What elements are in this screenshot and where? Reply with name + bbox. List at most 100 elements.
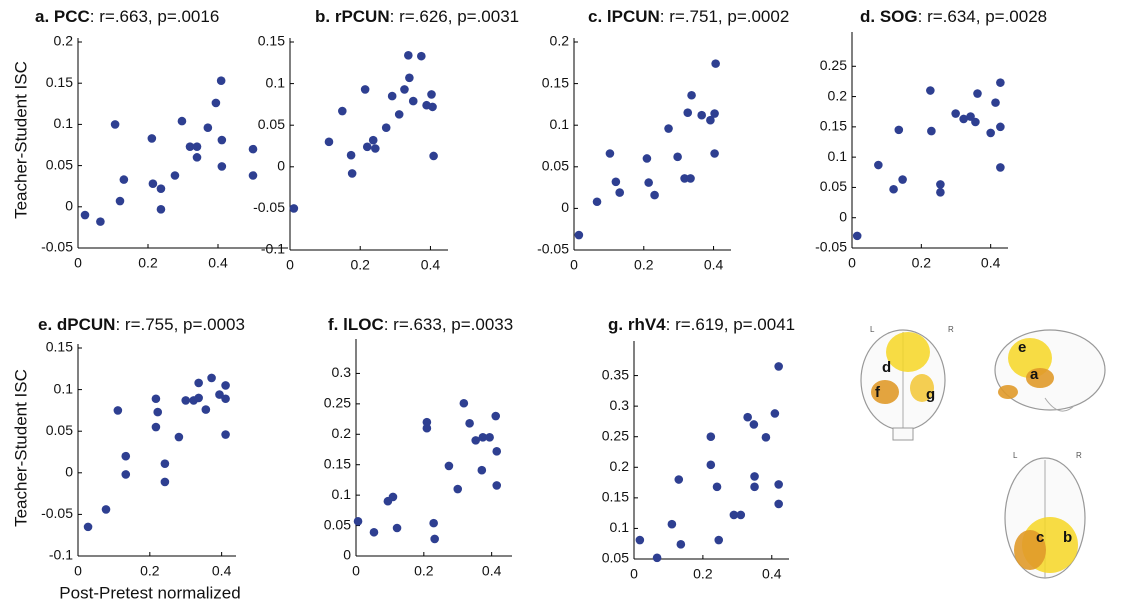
data-point (465, 419, 474, 428)
y-tick-label: 0.15 (820, 118, 847, 134)
y-tick-label: 0.05 (542, 158, 569, 174)
data-point (667, 519, 677, 529)
data-point (642, 154, 652, 163)
y-tick-label: 0.25 (602, 427, 629, 443)
panel-title-label: f. lLOC (328, 315, 384, 334)
panel-title-stats: : r=.619, p=.0041 (666, 315, 796, 334)
data-point (429, 518, 438, 528)
data-point (346, 150, 356, 160)
panel-title-label: d. SOG (860, 7, 918, 26)
data-point (743, 412, 752, 422)
data-point (714, 535, 724, 545)
data-point (427, 90, 436, 99)
data-point (574, 230, 584, 240)
y-tick-label: -0.05 (41, 505, 73, 521)
data-point (96, 217, 105, 226)
region-label: c (1036, 529, 1044, 546)
data-point (471, 436, 481, 445)
data-point (119, 175, 129, 184)
activation (1014, 530, 1046, 570)
data-point (652, 553, 662, 563)
data-point (986, 128, 995, 138)
data-point (221, 381, 230, 390)
x-tick-label: 0 (630, 566, 638, 582)
y-tick-label: -0.1 (49, 547, 73, 563)
data-point (680, 174, 689, 183)
data-point (592, 197, 602, 207)
data-point (635, 535, 645, 545)
region-label: f (875, 384, 881, 401)
data-point (83, 522, 93, 532)
brain-lateral-view (994, 329, 1106, 412)
data-point (217, 162, 227, 171)
data-point (194, 393, 203, 403)
y-tick-label: 0.1 (54, 115, 74, 131)
activation (998, 385, 1018, 399)
panel-title-stats: : r=.634, p=.0028 (918, 7, 1048, 26)
data-point (971, 117, 980, 127)
data-point (368, 135, 378, 145)
data-point (615, 188, 625, 197)
x-tick-label: 0.2 (138, 255, 158, 271)
brain-side-label: R (948, 325, 954, 334)
data-point (927, 126, 936, 136)
panel-title: d. SOG: r=.634, p=.0028 (860, 7, 1047, 26)
data-point (683, 108, 693, 118)
panel-title-stats: : r=.663, p=.0016 (90, 7, 220, 26)
panel-title-label: c. lPCUN (588, 7, 660, 26)
data-point (156, 184, 166, 193)
data-point (221, 430, 230, 439)
data-point (673, 152, 682, 162)
data-point (750, 482, 759, 492)
data-point (611, 177, 621, 187)
panel-title-stats: : r=.755, p=.0003 (115, 315, 245, 334)
data-point (898, 175, 907, 184)
panel-title-stats: : r=.633, p=.0033 (384, 315, 514, 334)
data-point (422, 417, 432, 427)
data-point (248, 171, 258, 180)
x-tick-label: 0.4 (704, 257, 724, 273)
data-point (453, 484, 463, 494)
y-tick-label: 0.2 (610, 458, 630, 474)
brain-line (1044, 397, 1076, 412)
y-tick-label: 0.15 (46, 339, 73, 355)
data-point (478, 433, 488, 442)
data-point (492, 447, 502, 456)
x-tick-label: 0.2 (912, 255, 932, 271)
y-tick-label: 0.35 (602, 366, 629, 382)
y-tick-label: 0 (343, 547, 351, 563)
y-tick-label: -0.05 (537, 241, 569, 257)
data-point (417, 51, 426, 61)
data-point (192, 153, 202, 162)
data-point (160, 459, 170, 468)
data-point (394, 110, 404, 119)
data-point (936, 180, 945, 189)
data-point (388, 492, 398, 502)
x-tick-label: 0.2 (350, 257, 370, 273)
data-point (121, 451, 131, 461)
data-point (664, 124, 673, 133)
panel-title-label: e. dPCUN (38, 315, 115, 334)
data-point (371, 144, 380, 153)
data-point (362, 142, 372, 152)
data-point (151, 422, 161, 432)
data-point (110, 120, 120, 129)
data-point (101, 505, 111, 514)
data-point (736, 510, 746, 520)
data-point (215, 390, 224, 399)
data-point (201, 405, 211, 414)
y-tick-label: 0.1 (332, 486, 352, 502)
scatter-panel: e. dPCUN: r=.755, p=.0003 -0.1 -0.05 0 0.05 0… (38, 315, 245, 578)
y-tick-label: 0 (561, 199, 569, 215)
brain-stem (892, 427, 914, 441)
y-tick-label: 0.15 (258, 33, 285, 49)
data-point (959, 114, 968, 124)
data-point (353, 517, 363, 526)
scatter-panel: d. SOG: r=.634, p=.0028-0.0500.050.10.15… (815, 7, 1047, 270)
panel-title: a. PCC: r=.663, p=.0016 (35, 7, 219, 26)
region-label: g (926, 386, 935, 403)
data-point (750, 472, 759, 481)
data-point (115, 196, 125, 206)
y-tick-label: 0 (839, 208, 847, 224)
